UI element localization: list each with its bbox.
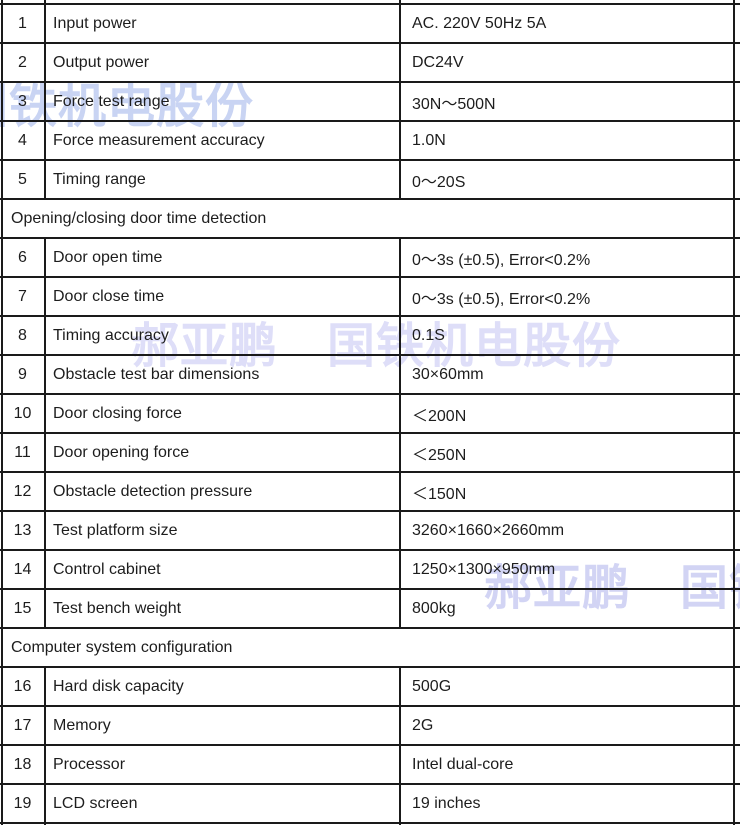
row-number: 8: [18, 326, 27, 344]
row-value: AC. 220V 50Hz 5A: [412, 14, 547, 32]
row-value: 0～3s (±0.5), Error<0.2%: [412, 290, 591, 308]
table-row: 4 Force measurement accuracy 1.0N: [0, 122, 740, 161]
row-label: Hard disk capacity: [53, 677, 184, 695]
table-row: 3 Force test range 30N～500N: [0, 83, 740, 122]
section-header-row: Computer system configuration: [0, 629, 740, 668]
row-number: 15: [13, 599, 32, 617]
row-number: 3: [18, 92, 27, 110]
row-label: Processor: [53, 755, 126, 773]
table-row: 6 Door open time 0～3s (±0.5), Error<0.2%: [0, 239, 740, 278]
table-row: 18 Processor Intel dual-core: [0, 746, 740, 785]
row-label: Obstacle test bar dimensions: [53, 365, 260, 383]
row-number: 2: [18, 53, 27, 71]
row-label: Obstacle detection pressure: [53, 482, 253, 500]
row-number: 14: [13, 560, 32, 578]
row-value: ＜250N: [412, 446, 467, 464]
row-number: 18: [13, 755, 32, 773]
section-header-row: Opening/closing door time detection: [0, 200, 740, 239]
row-number: 17: [13, 716, 32, 734]
row-number: 7: [18, 287, 27, 305]
row-number: 9: [18, 365, 27, 383]
table-row: 2 Output power DC24V: [0, 44, 740, 83]
watermark-text: 国铁机电股份: [0, 80, 255, 133]
row-value: 0.1S: [412, 326, 445, 344]
row-label: Test platform size: [53, 521, 178, 539]
table-top-border: [0, 0, 740, 5]
table-row: 12 Obstacle detection pressure ＜150N: [0, 473, 740, 512]
row-label: Door opening force: [53, 443, 190, 461]
table-vertical-border-number-column: [44, 0, 46, 825]
row-number: 5: [18, 170, 27, 188]
section-title: Computer system configuration: [11, 638, 233, 656]
row-value: 3260×1660×2660mm: [412, 521, 565, 539]
section-row-background: [3, 629, 733, 666]
table-vertical-border-left: [1, 0, 3, 825]
table-row: 16 Hard disk capacity 500G: [0, 668, 740, 707]
row-label: Force test range: [53, 92, 170, 110]
row-label: Door closing force: [53, 404, 182, 422]
row-number: 6: [18, 248, 27, 266]
row-number: 13: [13, 521, 32, 539]
row-value: Intel dual-core: [412, 755, 514, 773]
row-value: 30×60mm: [412, 365, 484, 383]
row-label: Force measurement accuracy: [53, 131, 265, 149]
row-value: DC24V: [412, 53, 464, 71]
table-row: 15 Test bench weight 800kg: [0, 590, 740, 629]
table-row: 11 Door opening force ＜250N: [0, 434, 740, 473]
row-number: 1: [18, 14, 27, 32]
row-label: Door close time: [53, 287, 165, 305]
section-row-background: [3, 200, 733, 237]
table-row: 13 Test platform size 3260×1660×2660mm: [0, 512, 740, 551]
row-value: 2G: [412, 716, 434, 734]
row-value: ＜150N: [412, 485, 467, 503]
watermark-text: 郝亚鹏 国铁机电股份: [131, 320, 622, 373]
row-value: 0～20S: [412, 173, 466, 191]
table-vertical-border-right: [733, 0, 735, 825]
table-vertical-border-value-column: [399, 0, 401, 825]
row-number: 11: [14, 443, 31, 461]
table-row: 14 Control cabinet 1250×1300×950mm: [0, 551, 740, 590]
table-row: 8 Timing accuracy 0.1S: [0, 317, 740, 356]
row-number: 16: [13, 677, 32, 695]
row-label: LCD screen: [53, 794, 138, 812]
table-row: 19 LCD screen 19 inches: [0, 785, 740, 824]
row-value: 19 inches: [412, 794, 481, 812]
row-value: 1250×1300×950mm: [412, 560, 556, 578]
row-label: Control cabinet: [53, 560, 161, 578]
row-number: 12: [13, 482, 32, 500]
table-row: 10 Door closing force ＜200N: [0, 395, 740, 434]
row-number: 10: [13, 404, 32, 422]
row-value: 1.0N: [412, 131, 446, 149]
row-value: ＜200N: [412, 407, 467, 425]
table-row: 7 Door close time 0～3s (±0.5), Error<0.2%: [0, 278, 740, 317]
row-value: 800kg: [412, 599, 456, 617]
row-label: Door open time: [53, 248, 163, 266]
row-value: 30N～500N: [412, 95, 496, 113]
row-number: 4: [18, 131, 27, 149]
row-label: Memory: [53, 716, 111, 734]
table-row: 1 Input power AC. 220V 50Hz 5A: [0, 5, 740, 44]
row-label: Test bench weight: [53, 599, 182, 617]
row-label: Input power: [53, 14, 137, 32]
row-label: Timing range: [53, 170, 146, 188]
section-title: Opening/closing door time detection: [11, 209, 267, 227]
table-row: 5 Timing range 0～20S: [0, 161, 740, 200]
row-value: 500G: [412, 677, 452, 695]
row-number: 19: [13, 794, 32, 812]
row-label: Output power: [53, 53, 150, 71]
row-value: 0～3s (±0.5), Error<0.2%: [412, 251, 591, 269]
table-row: 9 Obstacle test bar dimensions 30×60mm: [0, 356, 740, 395]
table-row: 17 Memory 2G: [0, 707, 740, 746]
row-label: Timing accuracy: [53, 326, 169, 344]
